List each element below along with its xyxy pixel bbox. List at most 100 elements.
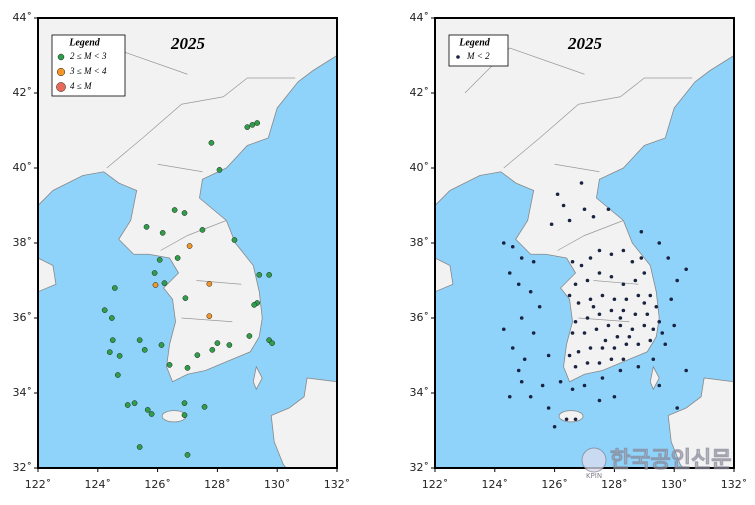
event-point (603, 338, 608, 343)
event-point (615, 334, 620, 339)
event-point (609, 252, 614, 257)
event-point (561, 203, 566, 208)
event-point (516, 368, 521, 373)
event-point (666, 256, 671, 260)
event-point (630, 259, 635, 264)
event-point (111, 285, 118, 291)
event-point (660, 331, 665, 335)
y-tick-label: 42˚ (13, 86, 33, 99)
event-point (633, 312, 638, 317)
event-point (124, 402, 131, 408)
legend-marker (456, 55, 460, 59)
event-point (570, 259, 575, 264)
event-point (501, 327, 506, 332)
x-tick-label: 132˚ (721, 478, 748, 491)
event-point (594, 327, 599, 332)
event-point (636, 293, 641, 298)
event-point (114, 372, 121, 378)
event-point (181, 210, 188, 216)
legend-marker (56, 67, 66, 77)
event-point (612, 297, 617, 302)
y-tick-label: 40˚ (410, 161, 430, 174)
event-point (573, 282, 578, 287)
event-point (516, 282, 521, 287)
event-point (591, 214, 596, 219)
event-point (116, 353, 123, 359)
event-point (251, 302, 258, 308)
event-point (510, 244, 515, 249)
event-point (582, 383, 587, 388)
event-point (206, 313, 213, 319)
event-point (651, 327, 656, 332)
event-point (639, 256, 644, 260)
y-tick-label: 38˚ (410, 236, 430, 249)
event-point (186, 243, 193, 249)
x-tick-label: 128˚ (204, 478, 231, 491)
legend-label: M < 2 (466, 51, 490, 61)
event-point (141, 347, 148, 353)
event-point (507, 271, 512, 275)
event-point (201, 404, 208, 410)
y-tick-label: 44˚ (410, 11, 430, 24)
event-point (609, 357, 614, 362)
event-point (573, 364, 578, 369)
event-point (582, 207, 587, 212)
event-point (570, 387, 575, 392)
event-point (158, 342, 165, 348)
event-point (184, 365, 191, 371)
event-point (510, 346, 515, 350)
points (101, 120, 275, 458)
event-point (621, 282, 626, 287)
event-point (181, 412, 188, 418)
event-point (184, 452, 191, 458)
event-point (249, 122, 256, 128)
event-point (618, 368, 623, 373)
event-point (507, 394, 512, 399)
event-point (621, 248, 626, 253)
event-point (546, 406, 551, 410)
event-point (148, 411, 155, 417)
event-point (537, 304, 542, 309)
event-point (657, 241, 662, 245)
event-point (567, 293, 572, 298)
event-point (606, 207, 611, 212)
y-tick-label: 44˚ (13, 11, 33, 24)
x-tick-label: 122˚ (25, 478, 52, 491)
y-tick-label: 34˚ (13, 386, 33, 399)
event-point (159, 230, 166, 236)
event-point (579, 181, 584, 185)
event-point (194, 352, 201, 358)
y-tick-label: 32˚ (410, 461, 430, 474)
event-point (672, 323, 676, 328)
x-tick-label: 126˚ (144, 478, 171, 491)
event-point (567, 353, 572, 358)
event-point (206, 281, 213, 287)
event-point (152, 282, 159, 288)
points (501, 181, 688, 429)
event-point (501, 241, 506, 245)
legend-label: 3 ≤ M < 4 (69, 66, 107, 76)
event-point (182, 295, 189, 301)
x-tick-label: 130˚ (264, 478, 291, 491)
event-point (573, 417, 578, 422)
event-point (573, 319, 578, 324)
event-point (254, 120, 261, 126)
event-point (609, 308, 614, 313)
event-point (528, 289, 533, 294)
event-point (522, 357, 527, 362)
event-point (588, 346, 593, 350)
event-point (624, 297, 629, 302)
legend-title: Legend (68, 37, 101, 48)
event-point (564, 417, 569, 422)
event-point (161, 280, 168, 286)
event-point (131, 400, 138, 406)
event-point (256, 272, 263, 278)
event-point (171, 207, 178, 213)
event-point (570, 331, 575, 335)
panel-right-map (435, 18, 734, 468)
event-point (101, 307, 108, 313)
map-title: 2025 (567, 34, 603, 53)
event-point (588, 297, 593, 302)
event-point (684, 368, 688, 373)
legend-box (448, 34, 509, 67)
